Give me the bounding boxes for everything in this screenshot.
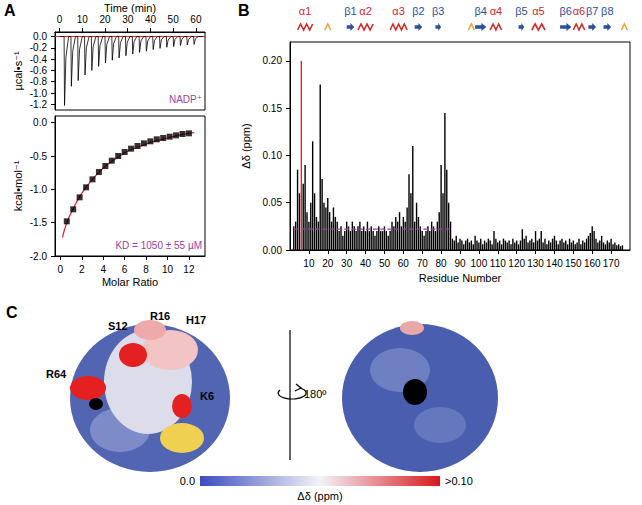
- svg-text:-1.0: -1.0: [30, 88, 48, 99]
- svg-text:100: 100: [471, 258, 488, 269]
- svg-text:Residue Number: Residue Number: [419, 272, 502, 284]
- svg-text:β2: β2: [412, 5, 424, 17]
- svg-text:180º: 180º: [304, 388, 326, 400]
- svg-text:-0.8: -0.8: [30, 76, 48, 87]
- svg-text:150: 150: [565, 258, 582, 269]
- svg-text:20: 20: [99, 14, 111, 25]
- svg-text:170: 170: [603, 258, 620, 269]
- svg-text:-2.0: -2.0: [30, 251, 48, 262]
- svg-text:β4: β4: [475, 5, 487, 17]
- svg-text:110: 110: [490, 258, 506, 269]
- svg-text:0.0: 0.0: [33, 31, 47, 42]
- svg-text:Time (min): Time (min): [104, 2, 156, 14]
- svg-text:0.05: 0.05: [263, 197, 283, 208]
- svg-text:-1.5: -1.5: [30, 217, 48, 228]
- svg-text:0.00: 0.00: [263, 245, 283, 256]
- svg-text:β3: β3: [432, 5, 444, 17]
- svg-text:12: 12: [183, 264, 195, 275]
- svg-text:90: 90: [454, 258, 466, 269]
- svg-text:20: 20: [322, 258, 334, 269]
- svg-text:160: 160: [584, 258, 601, 269]
- svg-text:α3: α3: [392, 5, 404, 17]
- svg-text:8: 8: [143, 264, 149, 275]
- svg-text:α1: α1: [299, 5, 311, 17]
- svg-text:β8: β8: [601, 5, 613, 17]
- svg-text:50: 50: [379, 258, 391, 269]
- svg-text:140: 140: [546, 258, 563, 269]
- svg-text:10: 10: [162, 264, 174, 275]
- svg-text:β7: β7: [586, 5, 598, 17]
- svg-text:-0.4: -0.4: [30, 54, 48, 65]
- svg-text:NADP⁺: NADP⁺: [169, 94, 202, 105]
- svg-text:30: 30: [122, 14, 134, 25]
- svg-text:60: 60: [398, 258, 410, 269]
- svg-text:A: A: [4, 2, 16, 19]
- svg-text:40: 40: [145, 14, 157, 25]
- svg-text:0: 0: [57, 14, 63, 25]
- svg-text:10: 10: [77, 14, 89, 25]
- svg-text:4: 4: [100, 264, 106, 275]
- svg-text:R16: R16: [150, 310, 170, 322]
- svg-text:R64: R64: [46, 368, 67, 380]
- svg-text:S12: S12: [108, 320, 128, 332]
- svg-text:-0.5: -0.5: [30, 151, 48, 162]
- svg-text:B: B: [238, 2, 250, 19]
- svg-text:30: 30: [341, 258, 353, 269]
- svg-text:-1.0: -1.0: [30, 184, 48, 195]
- svg-text:50: 50: [168, 14, 180, 25]
- svg-text:µcal•s⁻¹: µcal•s⁻¹: [12, 51, 24, 91]
- svg-text:α2: α2: [359, 5, 371, 17]
- svg-text:-0.2: -0.2: [30, 42, 48, 53]
- svg-text:10: 10: [303, 258, 315, 269]
- svg-text:130: 130: [527, 258, 544, 269]
- svg-text:-1.2: -1.2: [30, 99, 48, 110]
- svg-text:α5: α5: [532, 5, 544, 17]
- svg-text:α6: α6: [573, 5, 585, 17]
- svg-text:0: 0: [58, 264, 64, 275]
- svg-text:>0.10: >0.10: [445, 475, 473, 487]
- svg-text:Molar Ratio: Molar Ratio: [102, 276, 158, 288]
- svg-text:0.10: 0.10: [263, 150, 283, 161]
- svg-text:α4: α4: [490, 5, 502, 17]
- svg-text:Δδ (ppm): Δδ (ppm): [297, 490, 342, 502]
- svg-text:KD = 1050 ± 55 µM: KD = 1050 ± 55 µM: [115, 240, 202, 251]
- svg-text:120: 120: [508, 258, 525, 269]
- svg-text:0.15: 0.15: [263, 103, 283, 114]
- svg-text:Δδ (ppm): Δδ (ppm): [240, 123, 252, 168]
- svg-text:0.0: 0.0: [180, 475, 195, 487]
- svg-text:K6: K6: [200, 390, 214, 402]
- svg-text:H17: H17: [186, 314, 206, 326]
- svg-text:kcal•mol⁻¹: kcal•mol⁻¹: [12, 160, 24, 211]
- svg-text:40: 40: [360, 258, 372, 269]
- svg-text:0.0: 0.0: [33, 117, 47, 128]
- svg-text:6: 6: [122, 264, 128, 275]
- svg-text:2: 2: [79, 264, 85, 275]
- svg-text:70: 70: [417, 258, 429, 269]
- svg-text:0.20: 0.20: [263, 55, 283, 66]
- svg-text:β6: β6: [560, 5, 572, 17]
- svg-text:β5: β5: [515, 5, 527, 17]
- svg-text:β1: β1: [344, 5, 356, 17]
- svg-text:-0.6: -0.6: [30, 65, 48, 76]
- svg-text:60: 60: [190, 14, 202, 25]
- svg-text:80: 80: [436, 258, 448, 269]
- svg-text:C: C: [6, 304, 18, 321]
